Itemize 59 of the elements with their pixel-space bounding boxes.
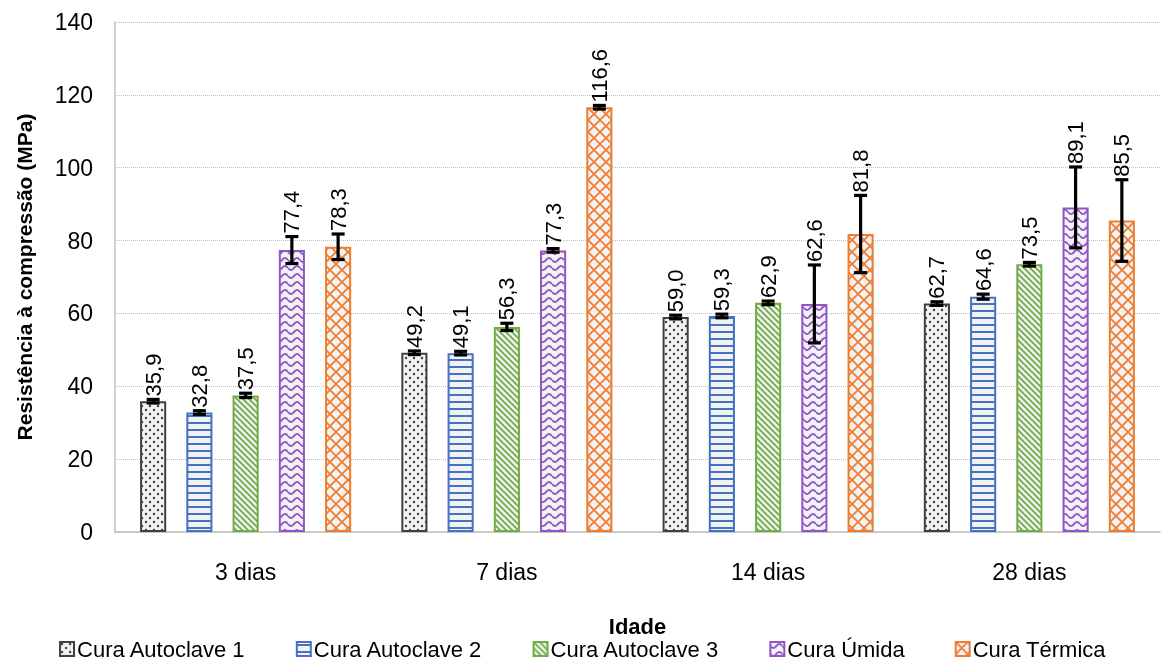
data-label: 62,7 [924, 255, 950, 299]
y-tick-label: 40 [67, 373, 93, 400]
legend-label: Cura Térmica [972, 636, 1107, 662]
data-label: 49,2 [401, 305, 427, 348]
data-label: 77,3 [540, 202, 566, 246]
legend-label: Cura Autoclave 1 [77, 636, 245, 662]
bar [801, 303, 828, 532]
bar [662, 317, 689, 532]
data-label: 78,3 [325, 188, 351, 232]
y-tick-label: 20 [67, 446, 93, 473]
bar [586, 107, 613, 532]
y-tick-label: 60 [67, 300, 93, 327]
data-label: 56,3 [494, 277, 520, 321]
data-label: 59,3 [709, 268, 735, 312]
bar [140, 401, 167, 532]
bar [755, 302, 782, 532]
bar [447, 353, 474, 532]
bar [232, 395, 259, 532]
data-label: 85,5 [1109, 133, 1135, 177]
data-label: 62,6 [801, 219, 827, 262]
data-label: 32,8 [186, 364, 212, 408]
bar [325, 246, 352, 532]
data-label: 64,6 [970, 248, 996, 292]
bar [923, 303, 950, 532]
bar [1016, 264, 1043, 532]
data-label: 62,9 [755, 255, 781, 299]
data-label: 77,4 [279, 190, 305, 234]
bar [1062, 207, 1089, 532]
y-tick-label: 80 [67, 227, 93, 254]
y-axis-title: Resistência à compressão (MPa) [13, 113, 36, 441]
y-tick-label: 120 [54, 81, 93, 108]
bar [540, 250, 567, 532]
x-tick-label: 28 dias [992, 558, 1067, 585]
x-axis-title: Idade [608, 613, 667, 639]
y-tick-label: 100 [54, 154, 93, 181]
data-label: 59,0 [663, 269, 689, 313]
x-tick-label: 7 dias [476, 558, 538, 585]
bar [1108, 220, 1135, 532]
bar [186, 412, 213, 532]
x-tick-label: 3 dias [214, 558, 277, 585]
bar [970, 296, 997, 532]
bar [493, 326, 520, 532]
data-label: 37,5 [233, 347, 259, 391]
bar [278, 250, 305, 532]
data-label: 49,1 [448, 305, 474, 349]
data-label: 73,5 [1016, 216, 1042, 260]
legend-label: Cura Autoclave 2 [313, 636, 482, 662]
legend-label: Cura Autoclave 3 [550, 636, 719, 662]
data-label: 81,8 [848, 149, 874, 193]
data-label: 116,6 [586, 49, 612, 103]
data-label: 89,1 [1063, 121, 1089, 164]
bar [847, 234, 874, 532]
y-tick-label: 0 [80, 519, 93, 545]
data-label: 35,9 [140, 353, 166, 397]
y-tick-label: 140 [54, 9, 93, 35]
bar [708, 315, 735, 532]
x-tick-label: 14 dias [731, 558, 806, 585]
bar [401, 352, 428, 532]
legend-label: Cura Úmida [787, 636, 906, 662]
